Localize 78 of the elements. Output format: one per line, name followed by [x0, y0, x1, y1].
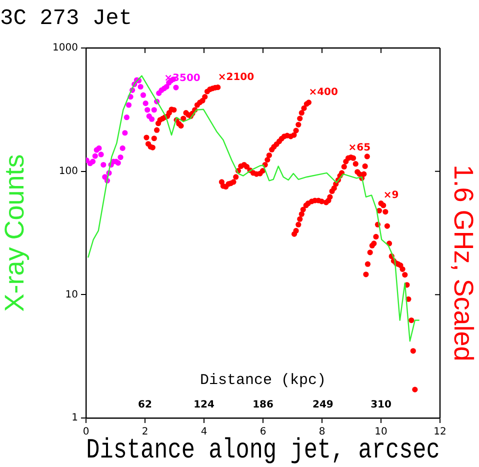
- annotation: ×400: [308, 87, 338, 98]
- point: [230, 179, 236, 185]
- y2-axis-title: 1.6 GHz, Scaled: [448, 164, 479, 362]
- point: [154, 127, 160, 133]
- x2-tick-label: 310: [370, 400, 392, 411]
- point: [296, 222, 302, 228]
- y-axis-title: X-ray Counts: [0, 154, 30, 312]
- point: [148, 116, 155, 122]
- point: [140, 92, 146, 98]
- point: [142, 100, 148, 106]
- point: [361, 171, 367, 177]
- point: [297, 116, 303, 122]
- point: [144, 107, 150, 113]
- point: [373, 234, 379, 240]
- x2-tick-label: 249: [312, 400, 334, 411]
- point: [380, 202, 386, 208]
- point: [164, 84, 170, 90]
- point: [173, 84, 179, 90]
- point: [291, 132, 297, 138]
- point: [298, 110, 304, 116]
- point: [126, 102, 132, 108]
- point: [327, 194, 333, 200]
- x2-tick-label: 62: [138, 400, 152, 411]
- y-tick-label: 100: [58, 166, 78, 177]
- x2-axis-title: Distance (kpc): [200, 372, 326, 389]
- point: [382, 208, 388, 215]
- point: [266, 152, 272, 158]
- point: [298, 211, 304, 217]
- point: [300, 206, 306, 212]
- point: [138, 84, 144, 90]
- point: [376, 208, 382, 214]
- point: [331, 185, 337, 191]
- point: [410, 348, 416, 354]
- x2-tick-label: 186: [252, 400, 274, 411]
- point: [296, 122, 302, 128]
- point: [200, 98, 206, 104]
- point: [118, 154, 124, 160]
- point: [364, 261, 371, 267]
- x2-tick-label: 124: [194, 400, 214, 411]
- point: [293, 228, 299, 234]
- point: [260, 168, 266, 174]
- point: [297, 216, 303, 222]
- point: [400, 266, 406, 272]
- chart-title: 3C 273 Jet: [0, 6, 132, 32]
- point: [293, 128, 299, 134]
- point: [384, 223, 390, 229]
- point: [124, 114, 130, 120]
- point: [151, 107, 157, 113]
- point: [90, 158, 96, 164]
- point: [264, 157, 270, 163]
- y-tick-label: 1000: [52, 42, 78, 54]
- point: [202, 94, 208, 100]
- point: [301, 105, 307, 111]
- annotation: ×2100: [218, 72, 254, 83]
- point: [402, 272, 408, 278]
- point: [367, 250, 373, 256]
- point: [151, 136, 157, 142]
- annotation: ×9: [383, 190, 399, 201]
- point: [408, 317, 414, 324]
- point: [412, 386, 418, 392]
- point: [352, 161, 358, 167]
- point: [96, 145, 102, 152]
- point: [233, 174, 239, 180]
- point: [120, 145, 126, 152]
- point: [341, 164, 347, 170]
- point: [100, 162, 106, 168]
- point: [98, 152, 104, 158]
- annotation: ×65: [348, 142, 371, 154]
- point: [306, 100, 312, 106]
- point: [92, 153, 98, 159]
- point: [122, 130, 128, 136]
- point: [362, 163, 368, 170]
- point: [364, 154, 370, 160]
- point: [144, 134, 150, 140]
- y-tick-label: 10: [65, 289, 78, 300]
- point: [244, 164, 250, 170]
- point: [363, 272, 369, 278]
- y-tick-label: 1: [72, 412, 78, 424]
